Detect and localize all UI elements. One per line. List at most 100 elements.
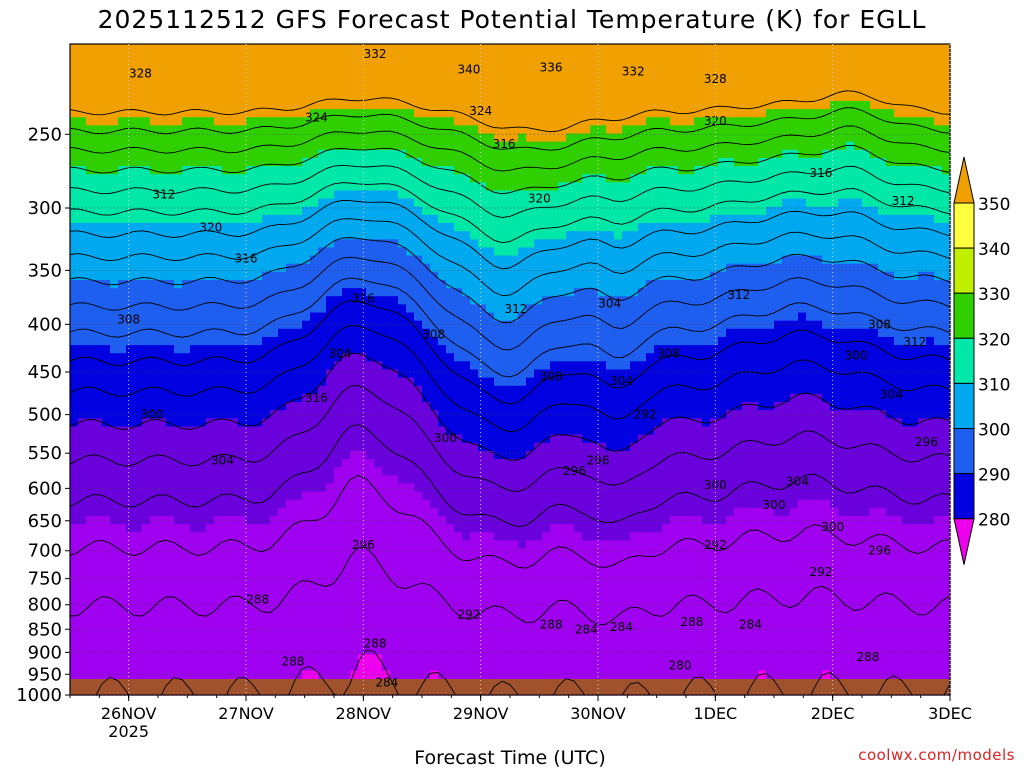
heatmap-cell [822,223,831,232]
heatmap-cell [598,271,607,281]
heatmap-cell [502,393,511,403]
heatmap-cell [534,92,543,102]
heatmap-cell [334,60,343,70]
heatmap-cell [470,60,479,70]
heatmap-cell [366,328,375,338]
heatmap-cell [486,190,495,200]
heatmap-cell [422,312,431,322]
heatmap-cell [190,198,199,208]
heatmap-cell [294,157,303,167]
heatmap-cell [750,109,759,118]
heatmap-cell [702,133,711,143]
heatmap-cell [214,141,223,151]
heatmap-cell [854,214,863,224]
heatmap-cell [710,312,719,322]
heatmap-cell [270,206,279,216]
heatmap-cell [254,206,263,216]
heatmap-cell [462,174,471,183]
heatmap-cell [766,52,775,61]
heatmap-cell [142,247,151,257]
heatmap-cell [766,109,775,118]
heatmap-cell [230,288,239,297]
heatmap-cell [542,52,551,61]
heatmap-cell [150,214,159,224]
heatmap-cell [518,214,527,224]
heatmap-cell [870,52,879,61]
heatmap-cell [854,133,863,143]
heatmap-cell [150,149,159,159]
heatmap-cell [302,385,311,395]
heatmap-cell [830,288,839,297]
heatmap-cell [806,157,815,167]
heatmap-cell [214,304,223,314]
heatmap-cell [174,328,183,338]
heatmap-cell [526,92,535,102]
heatmap-cell [526,377,535,387]
heatmap-cell [590,353,599,362]
heatmap-cell [134,320,143,330]
heatmap-cell [734,182,743,192]
heatmap-cell [494,52,503,61]
heatmap-cell [582,117,591,126]
heatmap-cell [350,206,359,216]
heatmap-cell [822,100,831,110]
heatmap-cell [558,206,567,216]
heatmap-cell [310,117,319,126]
heatmap-cell [286,255,295,265]
heatmap-cell [390,190,399,200]
heatmap-cell [558,117,567,126]
heatmap-cell [694,312,703,322]
heatmap-cell [750,206,759,216]
heatmap-cell [798,312,807,322]
heatmap-cell [398,353,407,362]
heatmap-cell [278,84,287,94]
heatmap-cell [262,133,271,143]
heatmap-cell [526,166,535,175]
heatmap-cell [342,223,351,232]
heatmap-cell [566,385,575,395]
heatmap-cell [102,239,111,249]
heatmap-cell [310,393,319,403]
heatmap-cell [814,84,823,94]
heatmap-cell [846,263,855,273]
heatmap-cell [398,345,407,354]
heatmap-cell [822,279,831,289]
heatmap-cell [694,377,703,387]
heatmap-cell [774,198,783,208]
heatmap-cell [494,44,503,53]
heatmap-cell [510,296,519,305]
heatmap-cell [326,149,335,159]
heatmap-cell [206,231,215,240]
heatmap-cell [782,393,791,403]
heatmap-cell [846,84,855,94]
chart-title: 2025112512 GFS Forecast Potential Temper… [98,5,927,34]
heatmap-cell [350,385,359,395]
heatmap-cell [878,279,887,289]
heatmap-cell [206,336,215,346]
heatmap-cell [894,109,903,118]
heatmap-cell [934,288,943,297]
heatmap-cell [550,296,559,305]
heatmap-cell [454,328,463,338]
heatmap-cell [286,239,295,249]
heatmap-cell [502,44,511,53]
heatmap-cell [830,377,839,387]
heatmap-cell [406,100,415,110]
heatmap-cell [118,377,127,387]
heatmap-cell [870,157,879,167]
heatmap-cell [934,190,943,200]
heatmap-cell [478,377,487,387]
heatmap-cell [478,296,487,305]
heatmap-cell [510,133,519,143]
heatmap-cell [222,125,231,135]
heatmap-cell [598,149,607,159]
heatmap-cell [726,271,735,281]
heatmap-cell [462,76,471,86]
heatmap-cell [94,361,103,371]
heatmap-cell [326,304,335,314]
heatmap-cell [422,76,431,86]
heatmap-cell [398,44,407,53]
heatmap-cell [718,133,727,143]
heatmap-cell [758,206,767,216]
